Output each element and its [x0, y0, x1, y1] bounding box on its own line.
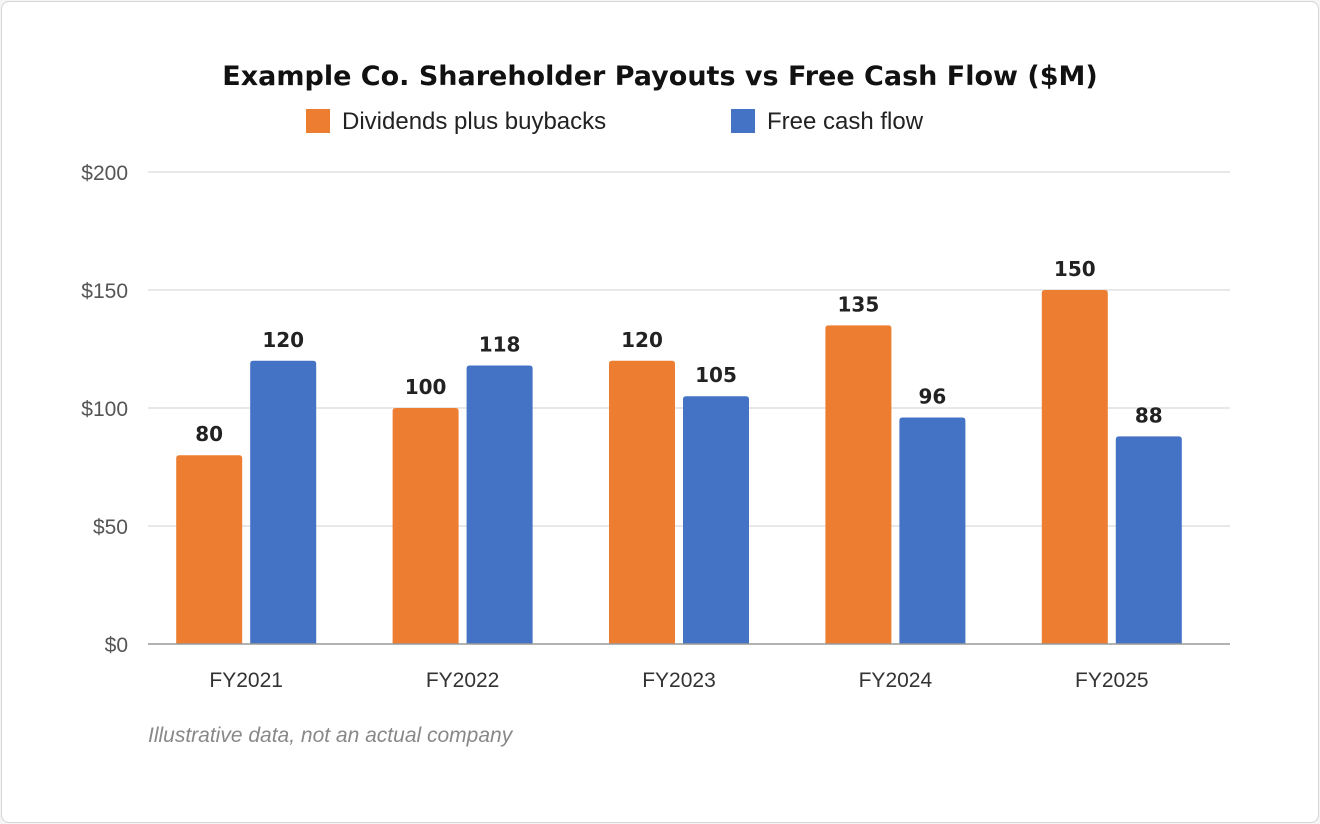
- footnote: Illustrative data, not an actual company: [148, 724, 514, 747]
- data-label: 80: [195, 422, 223, 446]
- data-label: 118: [479, 333, 521, 357]
- x-tick-label: FY2024: [859, 669, 933, 692]
- legend-label: Free cash flow: [767, 108, 924, 135]
- y-axis-ticks: $0 $50 $100 $150 $200: [81, 162, 128, 657]
- data-label: 96: [918, 384, 946, 408]
- y-tick-label: $100: [81, 398, 128, 421]
- bar-payouts-fy2021: [176, 455, 243, 644]
- bar-payouts-fy2025: [1041, 290, 1108, 644]
- x-axis-ticks: FY2021 FY2022 FY2023 FY2024 FY2025: [209, 669, 1148, 692]
- data-label: 100: [405, 375, 447, 399]
- data-label: 88: [1135, 403, 1163, 427]
- data-label: 150: [1054, 257, 1096, 281]
- data-labels: 80 120 100 118 120 105 135 96 150 88: [195, 257, 1162, 446]
- x-tick-label: FY2022: [426, 669, 500, 692]
- x-tick-label: FY2021: [209, 669, 283, 692]
- legend-label: Dividends plus buybacks: [342, 108, 606, 135]
- x-tick-label: FY2025: [1075, 669, 1149, 692]
- chart-title: Example Co. Shareholder Payouts vs Free …: [222, 61, 1097, 92]
- bar-fcf-fy2022: [466, 365, 533, 644]
- bar-payouts-fy2024: [825, 325, 892, 644]
- y-tick-label: $0: [105, 634, 128, 657]
- y-tick-label: $200: [81, 162, 128, 185]
- y-tick-label: $50: [93, 516, 128, 539]
- bar-fcf-fy2021: [250, 360, 317, 644]
- x-tick-label: FY2023: [642, 669, 716, 692]
- bar-payouts-fy2022: [392, 408, 459, 644]
- bar-fcf-fy2023: [683, 396, 749, 644]
- bars: [176, 290, 1182, 644]
- legend-swatch: [731, 109, 755, 133]
- bar-fcf-fy2024: [899, 417, 966, 644]
- data-label: 120: [621, 328, 663, 352]
- y-tick-label: $150: [81, 280, 128, 303]
- data-label: 120: [262, 328, 304, 352]
- data-label: 105: [695, 363, 737, 387]
- data-label: 135: [838, 292, 880, 316]
- bar-payouts-fy2023: [609, 360, 675, 644]
- legend: Dividends plus buybacks Free cash flow: [306, 108, 924, 135]
- legend-swatch: [306, 109, 330, 133]
- bar-fcf-fy2025: [1115, 436, 1182, 644]
